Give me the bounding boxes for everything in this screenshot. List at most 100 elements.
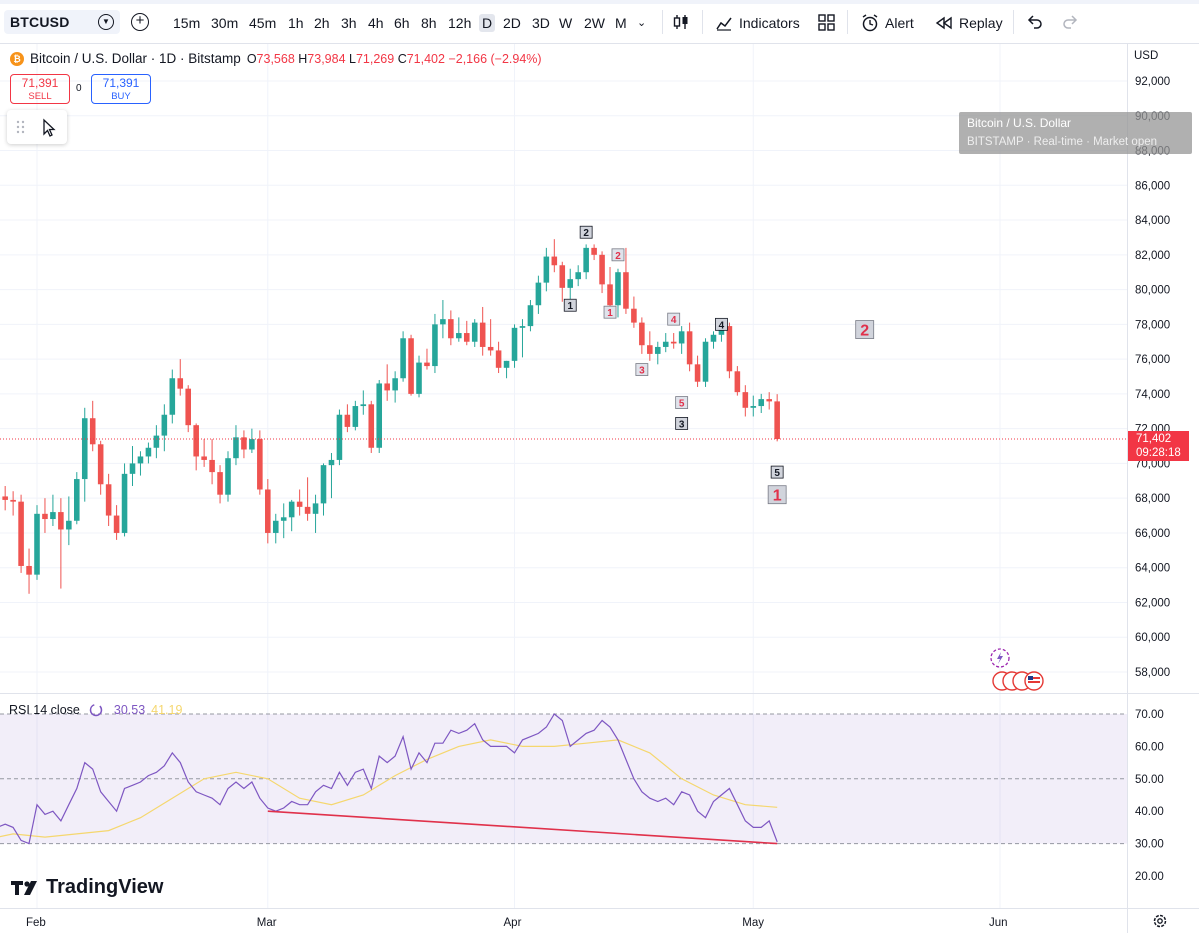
us-flag-events-icon[interactable] xyxy=(992,671,1044,691)
symbol-tooltip: Bitcoin / U.S. Dollar BITSTAMP · Real-ti… xyxy=(959,112,1192,154)
drag-handle-icon[interactable] xyxy=(16,120,25,134)
bitcoin-icon: ₿ xyxy=(10,51,24,66)
rsi-ma-value: 41.19 xyxy=(151,703,183,717)
toolbar-top-strip xyxy=(0,0,1199,4)
rsi-value: 30.53 xyxy=(113,703,146,717)
candle-body xyxy=(758,399,765,407)
undo-icon[interactable] xyxy=(1026,14,1044,30)
timeframe-w[interactable]: W xyxy=(559,15,573,31)
candle-body xyxy=(583,247,589,273)
alert-label: Alert xyxy=(885,15,914,31)
candle-body xyxy=(495,350,502,368)
price-tick-label: 84,000 xyxy=(1135,215,1170,227)
timeframe-30m[interactable]: 30m xyxy=(211,15,239,31)
bar-countdown: 09:28:18 xyxy=(1136,447,1181,459)
time-tick-label: Apr xyxy=(504,917,522,929)
candle-body xyxy=(304,506,311,514)
timeframe-d[interactable]: D xyxy=(479,14,496,32)
candle-body xyxy=(543,256,550,283)
buy-price: 71,391 xyxy=(102,76,140,90)
rsi-tick-label: 70.00 xyxy=(1135,709,1164,721)
candle-body xyxy=(177,378,184,389)
buy-button[interactable]: 71,391 BUY xyxy=(91,74,151,104)
wave-label: 1 xyxy=(773,488,782,505)
lightning-bolt xyxy=(997,652,1003,664)
timeframe-12h[interactable]: 12h xyxy=(448,15,472,31)
rsi-lines xyxy=(0,713,778,845)
top-toolbar: BTCUSD ▼ + 15m 30m 45m 1h 2h 3h 4h 6h 8h 12h D 2D 3D… xyxy=(0,0,1199,44)
rsi-tick-label: 30.00 xyxy=(1135,839,1164,851)
candle-body xyxy=(352,406,359,427)
indicators-button[interactable]: Indicators xyxy=(715,13,800,33)
replay-button[interactable]: Replay xyxy=(935,13,1003,33)
timeframe-4h[interactable]: 4h xyxy=(368,15,384,31)
candle-body xyxy=(129,463,136,474)
timeframe-3h[interactable]: 3h xyxy=(341,15,357,31)
replay-icon xyxy=(935,16,952,30)
tradingview-logo-icon xyxy=(11,880,37,895)
rsi-title: RSI 14 close xyxy=(9,703,80,717)
wave-label-box xyxy=(767,485,787,505)
candle-body xyxy=(694,364,701,382)
settings-gear-icon[interactable] xyxy=(1152,913,1168,929)
candle-body xyxy=(463,333,470,342)
candle-body xyxy=(169,378,176,415)
layouts-icon[interactable] xyxy=(818,14,836,32)
series-legend: ₿ Bitcoin / U.S. Dollar · 1D · Bitstamp … xyxy=(10,51,542,66)
candle-body xyxy=(511,327,518,361)
close-value: 71,402 xyxy=(406,51,445,66)
rsi-tick-label: 40.00 xyxy=(1135,806,1164,818)
wave-label: 3 xyxy=(679,419,685,430)
candle-body xyxy=(288,501,295,518)
timeframe-8h[interactable]: 8h xyxy=(421,15,437,31)
sell-button[interactable]: 71,391 SELL xyxy=(10,74,70,104)
timeframe-6h[interactable]: 6h xyxy=(394,15,410,31)
time-tick-label: May xyxy=(742,917,764,929)
open-key: O xyxy=(246,51,257,66)
price-tick-label: 78,000 xyxy=(1135,319,1170,331)
candle-body xyxy=(241,437,247,450)
candle-body xyxy=(193,425,199,457)
candle-type-icon[interactable] xyxy=(672,13,690,31)
alert-button[interactable]: Alert xyxy=(861,13,914,33)
candle-body xyxy=(559,265,566,288)
candle-body xyxy=(591,247,597,255)
chart-background xyxy=(0,44,1199,933)
timeframe-more-icon[interactable]: ⌄ xyxy=(637,17,647,29)
close-key: C xyxy=(397,51,407,66)
candle-body xyxy=(185,388,192,426)
timeframe-15m[interactable]: 15m xyxy=(173,15,201,31)
timeframe-2h[interactable]: 2h xyxy=(314,15,330,31)
compare-icon[interactable]: ▼ xyxy=(98,14,114,30)
candle-body xyxy=(575,272,581,280)
candle-body xyxy=(734,371,741,393)
candle-body xyxy=(456,333,462,339)
candle-body xyxy=(702,341,709,382)
wave-label: 2 xyxy=(583,228,589,239)
currency-selector[interactable]: USD xyxy=(1134,50,1159,62)
timeframe-2d[interactable]: 2D xyxy=(503,15,521,31)
timeframe-1h[interactable]: 1h xyxy=(288,15,304,31)
candle-body xyxy=(272,520,279,533)
tradingview-logo-text: TradingView xyxy=(46,876,164,898)
add-symbol-icon[interactable]: + xyxy=(131,13,149,31)
candle-body xyxy=(503,360,510,368)
symbol-name: BTCUSD xyxy=(10,14,70,30)
events-markers[interactable] xyxy=(986,647,1046,693)
candle-body xyxy=(42,513,48,520)
candle-body xyxy=(328,459,335,466)
timeframe-m[interactable]: M xyxy=(615,15,627,31)
tradingview-logo: TradingView xyxy=(11,876,163,899)
tooltip-subtitle: BITSTAMP · Real-time · Market open xyxy=(967,136,1158,148)
symbol-search[interactable]: BTCUSD ▼ xyxy=(4,10,120,34)
open-value: 73,568 xyxy=(256,51,295,66)
candle-body xyxy=(233,437,239,459)
rsi-panel xyxy=(0,713,1127,845)
cursor-icon[interactable] xyxy=(43,118,56,137)
timeframe-2w[interactable]: 2W xyxy=(584,15,605,31)
timeframe-45m[interactable]: 45m xyxy=(249,15,277,31)
timeframe-3d[interactable]: 3D xyxy=(532,15,550,31)
redo-icon[interactable] xyxy=(1061,14,1079,30)
wave-label: 3 xyxy=(639,366,645,377)
